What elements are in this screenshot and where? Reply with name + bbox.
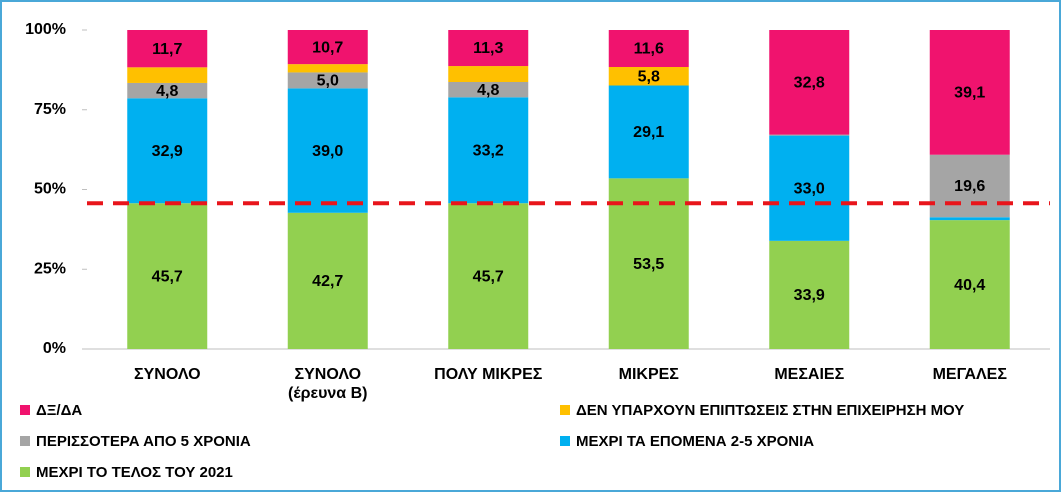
legend-swatch [20,405,30,415]
x-tick-label: ΜΕΓΑΛΕΣ [932,366,1007,383]
bar-segment [929,154,1010,218]
x-tick-label: ΜΕΣΑΙΕΣ [774,366,845,383]
legend-label: ΜΕΧΡΙ ΤΑ ΕΠΟΜΕΝΑ 2-5 ΧΡΟΝΙΑ [576,433,814,450]
bar-segment [448,30,529,67]
bar-segment [608,178,689,349]
data-label: 45,7 [152,268,183,285]
data-label: 42,7 [312,273,343,290]
data-label: 33,9 [794,287,825,304]
data-label: 5,8 [638,68,660,85]
bar-segment [127,30,208,68]
data-label: 40,4 [954,277,985,294]
data-label: 39,0 [312,143,343,160]
bar-segment [769,240,850,349]
data-label: 5,0 [317,73,339,90]
data-label: 32,9 [152,143,183,160]
bar-segment [127,98,208,204]
data-label: 33,0 [794,180,825,197]
legend-label: ΔΕΝ ΥΠΑΡΧΟΥΝ ΕΠΙΠΤΩΣΕΙΣ ΣΤΗΝ ΕΠΙΧΕΙΡΗΣΗ … [576,402,964,419]
legend-label: ΠΕΡΙΣΣΟΤΕΡΑ ΑΠΟ 5 ΧΡΟΝΙΑ [36,433,251,450]
data-label: 33,2 [473,142,504,159]
bar-segment [287,72,368,89]
bar-segment [608,30,689,68]
bar-segment [287,88,368,213]
data-label: 53,5 [633,256,664,273]
bar-segment [608,67,689,86]
y-tick-label: 25% [34,260,66,277]
x-tick-label: ΜΙΚΡΕΣ [618,366,679,383]
legend-swatch [20,436,30,446]
bar-segment [448,97,529,204]
legend-swatch [20,467,30,477]
bar-segment [127,67,208,83]
bar-segment [287,212,368,349]
bar-segment [287,30,368,65]
data-label: 10,7 [312,39,343,56]
x-tick-label: ΠΟΛΥ ΜΙΚΡΕΣ [434,366,543,383]
data-label: 29,1 [633,124,664,141]
legend-label: ΜΕΧΡΙ ΤΟ ΤΕΛΟΣ ΤΟΥ 2021 [36,464,233,481]
bar-segment [769,30,850,135]
y-tick-label: 75% [34,101,66,118]
data-label: 11,6 [634,41,664,58]
bar-segment [929,220,1010,349]
y-tick-label: 50% [34,181,66,198]
legend-swatch [560,405,570,415]
data-label: 32,8 [794,75,825,92]
data-label: 4,8 [477,82,499,99]
bar-segment [929,30,1010,155]
bar-segment [769,135,850,241]
bar-segment [127,203,208,349]
data-label: 19,6 [954,178,985,195]
y-tick-label: 0% [43,340,66,357]
data-label: 4,8 [156,83,178,100]
data-label: 39,1 [954,85,985,102]
bar-segment [448,81,529,98]
y-tick-label: 100% [25,21,66,38]
data-label: 11,3 [473,40,503,57]
bar-segment [448,66,529,82]
bar-segment [608,85,689,179]
data-label: 45,7 [473,268,504,285]
bar-segment [127,82,208,99]
bar-segment [287,64,368,73]
legend-swatch [560,436,570,446]
bar-segment [448,203,529,349]
bar-segment [769,134,850,136]
x-tick-label: ΣΥΝΟΛΟ (έρευνα Β) [288,366,368,402]
legend-label: ΔΞ/ΔΑ [36,402,82,419]
data-label: 11,7 [152,41,182,58]
x-tick-label: ΣΥΝΟΛΟ [133,366,201,383]
bar-segment [929,217,1010,221]
